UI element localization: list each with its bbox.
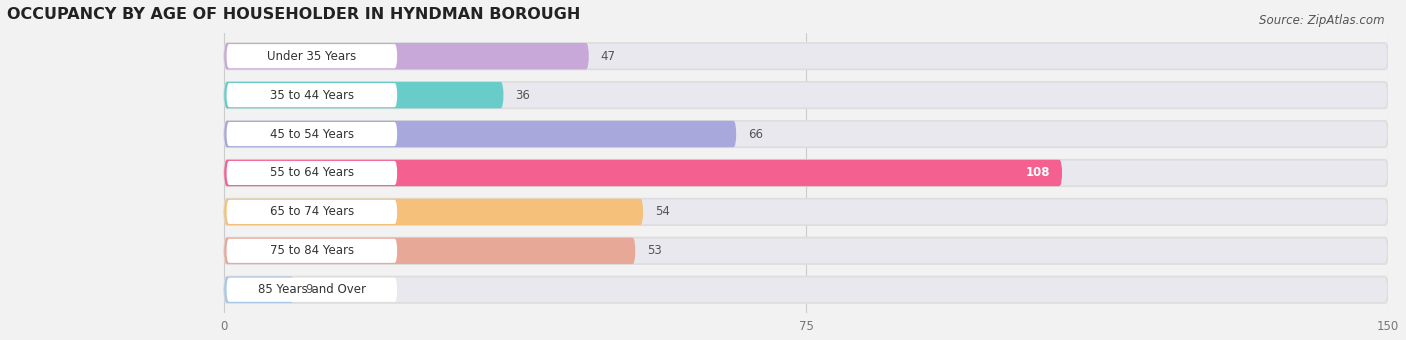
FancyBboxPatch shape	[224, 82, 503, 108]
FancyBboxPatch shape	[224, 121, 737, 147]
FancyBboxPatch shape	[224, 160, 1388, 186]
FancyBboxPatch shape	[226, 122, 396, 146]
Text: 65 to 74 Years: 65 to 74 Years	[270, 205, 354, 218]
Text: Source: ZipAtlas.com: Source: ZipAtlas.com	[1260, 14, 1385, 27]
FancyBboxPatch shape	[224, 82, 1388, 108]
FancyBboxPatch shape	[224, 121, 1388, 147]
FancyBboxPatch shape	[226, 278, 396, 302]
FancyBboxPatch shape	[226, 200, 396, 224]
FancyBboxPatch shape	[224, 43, 589, 69]
Text: 53: 53	[647, 244, 662, 257]
FancyBboxPatch shape	[226, 83, 396, 107]
FancyBboxPatch shape	[226, 239, 396, 263]
Text: 55 to 64 Years: 55 to 64 Years	[270, 167, 354, 180]
FancyBboxPatch shape	[224, 238, 636, 264]
FancyBboxPatch shape	[224, 160, 1062, 186]
Text: 75 to 84 Years: 75 to 84 Years	[270, 244, 354, 257]
FancyBboxPatch shape	[224, 276, 294, 303]
FancyBboxPatch shape	[224, 199, 643, 225]
FancyBboxPatch shape	[226, 161, 396, 185]
Text: 85 Years and Over: 85 Years and Over	[257, 283, 366, 296]
Text: 36: 36	[515, 89, 530, 102]
Text: OCCUPANCY BY AGE OF HOUSEHOLDER IN HYNDMAN BOROUGH: OCCUPANCY BY AGE OF HOUSEHOLDER IN HYNDM…	[7, 7, 581, 22]
Text: 66: 66	[748, 128, 763, 140]
Text: 47: 47	[600, 50, 616, 63]
FancyBboxPatch shape	[224, 199, 1388, 225]
FancyBboxPatch shape	[224, 43, 1388, 69]
Text: 9: 9	[305, 283, 314, 296]
Text: 108: 108	[1026, 167, 1050, 180]
Text: 45 to 54 Years: 45 to 54 Years	[270, 128, 354, 140]
Text: 35 to 44 Years: 35 to 44 Years	[270, 89, 354, 102]
Text: Under 35 Years: Under 35 Years	[267, 50, 357, 63]
FancyBboxPatch shape	[224, 276, 1388, 303]
FancyBboxPatch shape	[224, 238, 1388, 264]
Text: 54: 54	[655, 205, 669, 218]
FancyBboxPatch shape	[226, 44, 396, 68]
